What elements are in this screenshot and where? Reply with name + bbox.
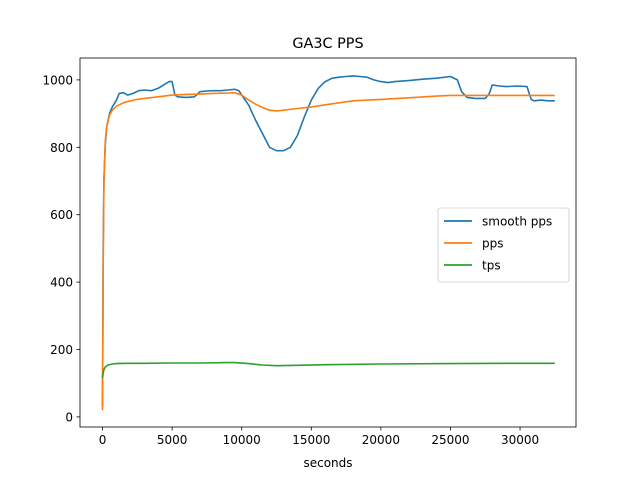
y-tick-label-3: 600 (50, 208, 73, 222)
chart-title: GA3C PPS (292, 36, 363, 52)
y-tick-label-1: 200 (50, 343, 73, 357)
plot-frame (79, 57, 577, 428)
legend-box (437, 207, 570, 283)
x-tick-label-6: 30000 (501, 433, 539, 447)
x-tick-label-1: 5000 (157, 433, 188, 447)
x-tick-label-3: 15000 (292, 433, 330, 447)
x-tick-label-4: 20000 (362, 433, 400, 447)
x-tick-label-5: 25000 (431, 433, 469, 447)
y-tick-label-5: 1000 (42, 73, 73, 87)
plot-lines (101, 75, 555, 411)
series-line-0 (101, 75, 555, 407)
legend: smooth pps pps tps (437, 207, 570, 283)
y-tick-label-2: 400 (50, 276, 73, 290)
legend-label-2: tps (482, 259, 501, 273)
series-line-2 (101, 361, 555, 379)
x-tick-label-0: 0 (99, 433, 107, 447)
y-tick-label-4: 800 (50, 141, 73, 155)
x-axis-label: seconds (303, 456, 352, 470)
y-tick-label-0: 0 (65, 410, 73, 424)
axes: 0 5000 10000 15000 20000 25000 30000 0 200 400 600… (42, 57, 577, 447)
legend-label-0: smooth pps (482, 215, 552, 229)
legend-label-1: pps (482, 237, 504, 251)
series-line-1 (101, 91, 555, 411)
x-tick-label-2: 10000 (223, 433, 261, 447)
